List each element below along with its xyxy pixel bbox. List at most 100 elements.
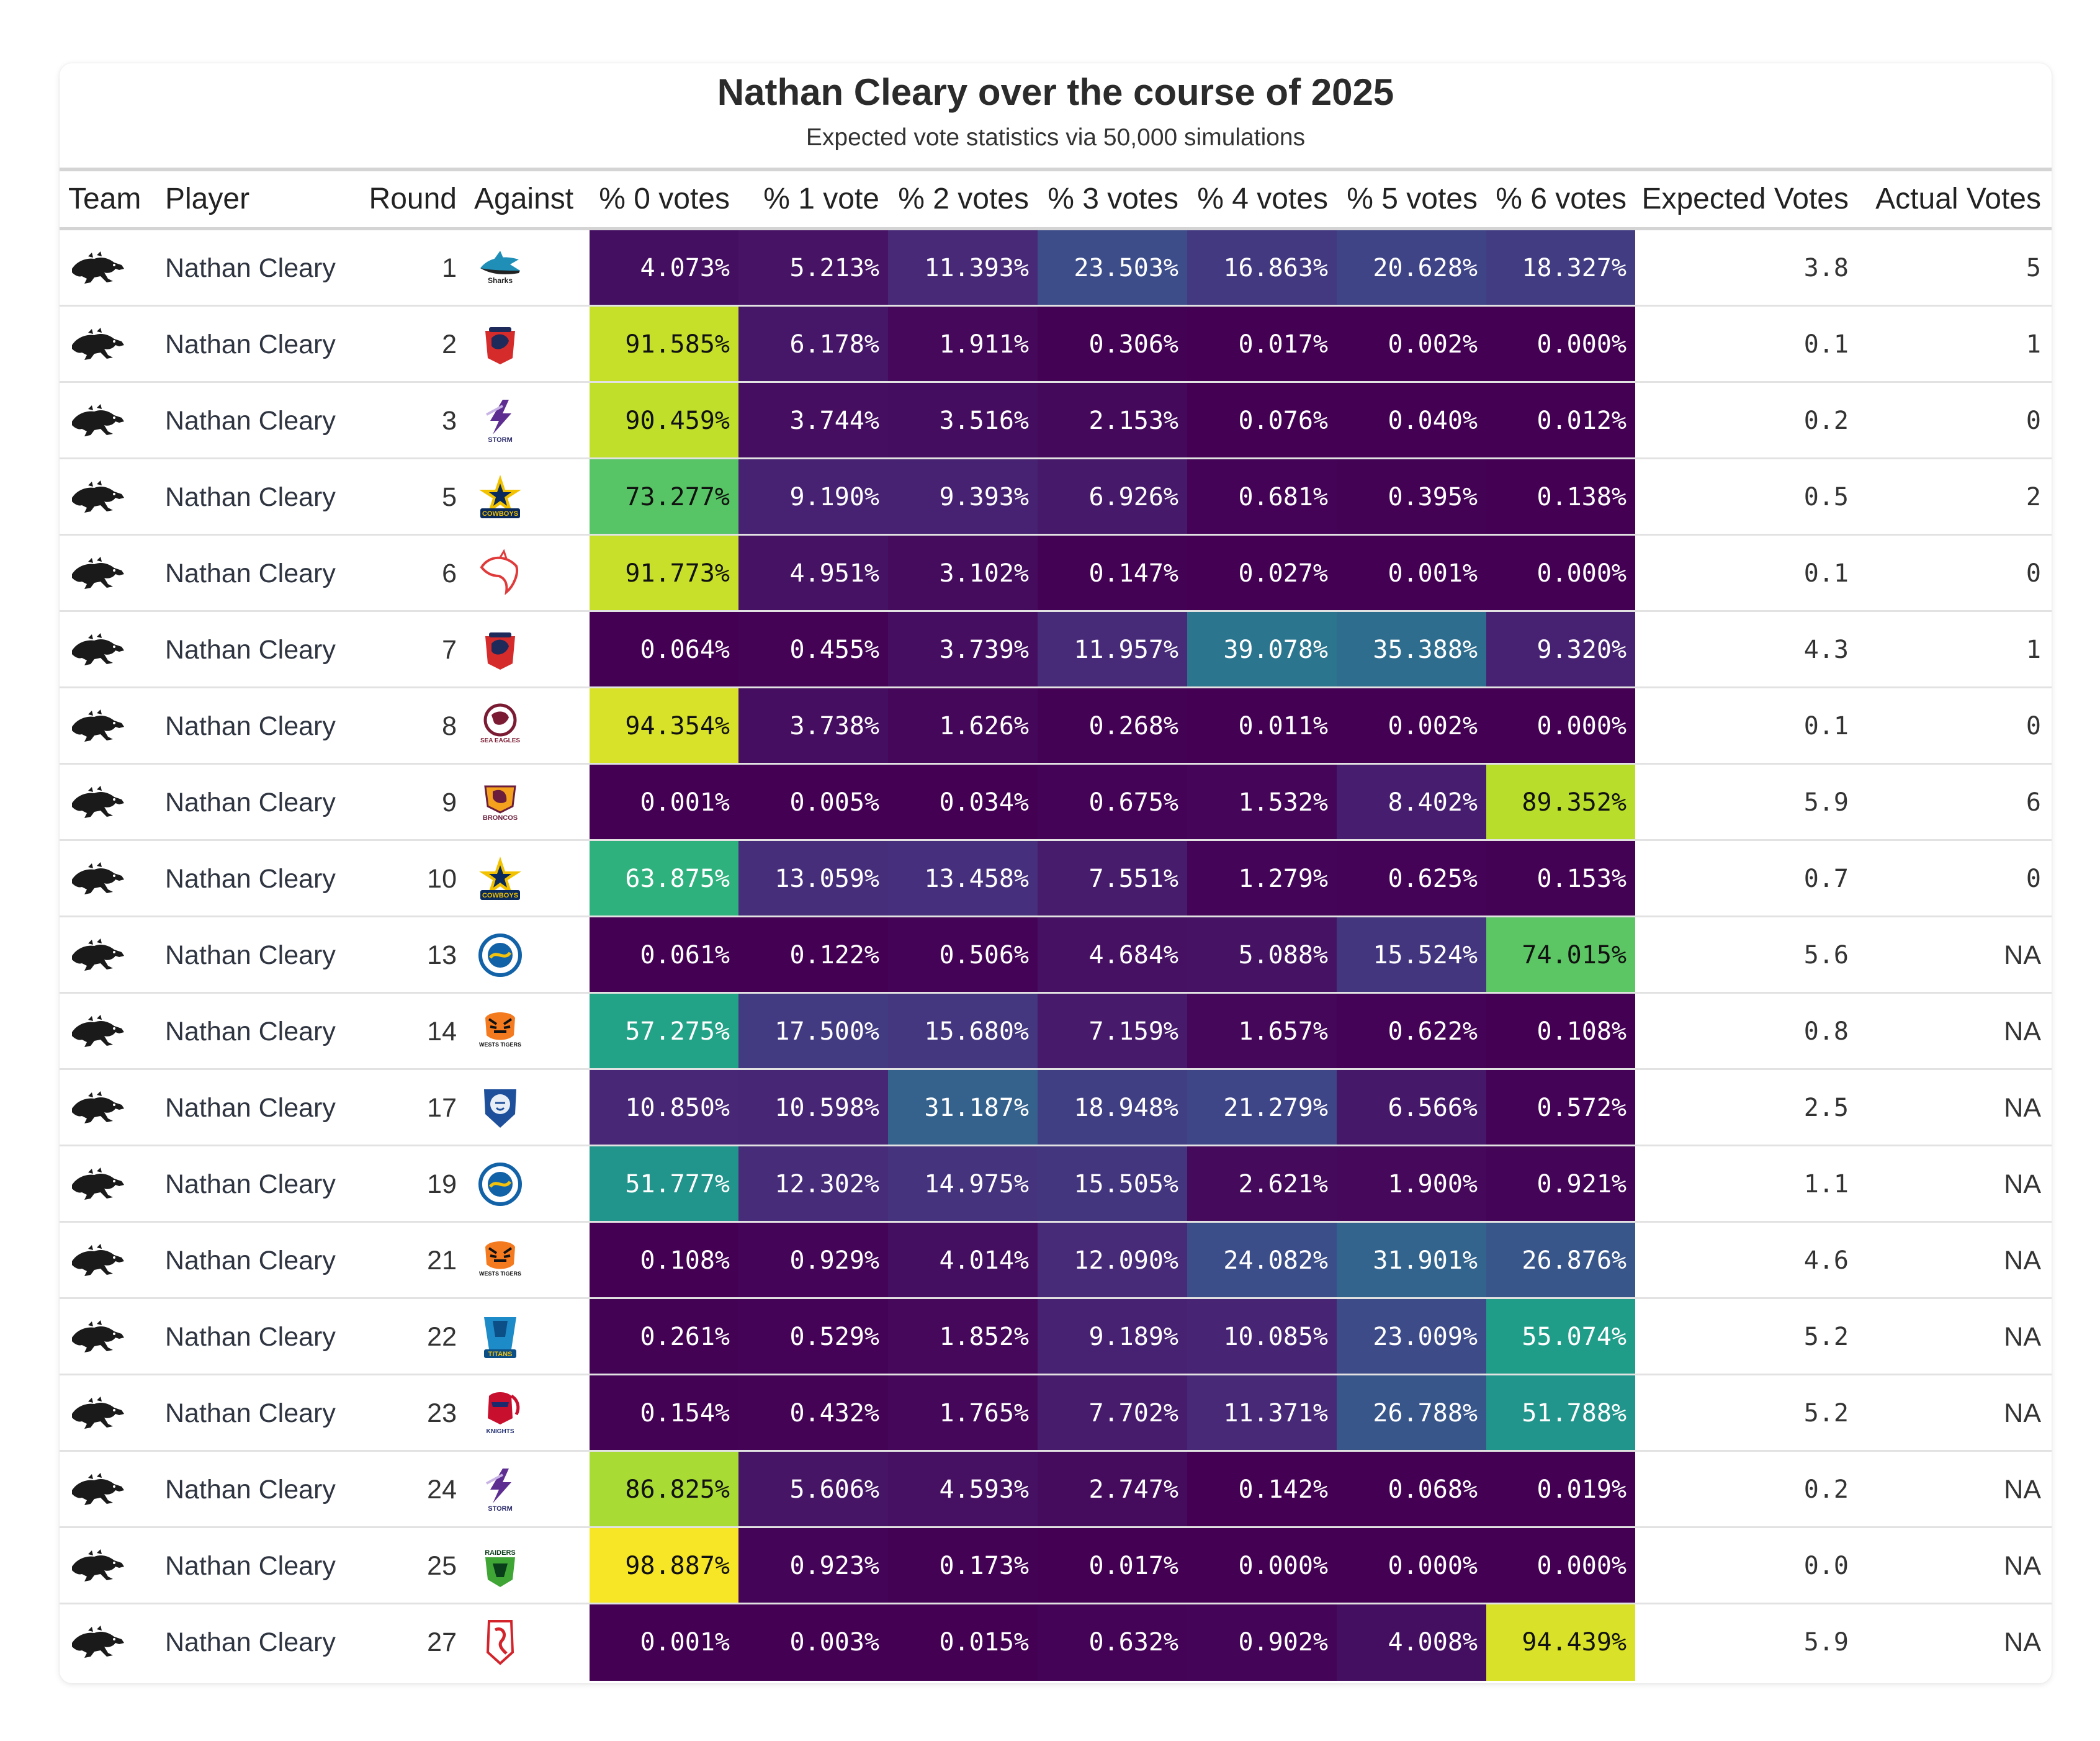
player-name: Nathan Cleary <box>165 1246 336 1275</box>
pct-5-votes-cell: 35.388% <box>1337 612 1486 688</box>
actual-votes: NA <box>2004 1551 2041 1581</box>
eels-logo-icon <box>475 1159 525 1209</box>
pct-3-votes-cell: 7.551% <box>1038 841 1187 917</box>
panther-icon <box>70 479 125 515</box>
pct-2-votes-cell: 14.975% <box>888 1146 1038 1223</box>
round-number: 25 <box>427 1551 457 1581</box>
round-number: 1 <box>442 253 457 283</box>
svg-text:TITANS: TITANS <box>488 1351 513 1358</box>
pct-0-votes-cell: 94.354% <box>590 688 738 765</box>
svg-text:WESTS TIGERS: WESTS TIGERS <box>479 1271 521 1277</box>
pct-4-votes-cell: 2.621% <box>1187 1146 1337 1223</box>
pct-6-votes-cell: 89.352% <box>1486 765 1635 841</box>
pct-5-votes-cell: 1.900% <box>1337 1146 1486 1223</box>
pct-5-votes-cell: 6.566% <box>1337 1070 1486 1146</box>
roosters-logo-icon <box>475 320 525 369</box>
pct-5-votes-cell: 4.008% <box>1337 1604 1486 1681</box>
pct-2-votes-cell: 3.516% <box>888 383 1038 459</box>
pct-0-votes-cell: 0.064% <box>590 612 738 688</box>
pct-2-votes-cell: 4.014% <box>888 1223 1038 1299</box>
panther-icon <box>70 1624 125 1660</box>
panther-icon <box>70 556 125 592</box>
panther-icon <box>70 1319 125 1355</box>
pct-6-votes-cell: 0.000% <box>1486 688 1635 765</box>
table-row: Nathan Cleary 14 WESTS TIGERS 57.275% 17.500… <box>60 994 2052 1070</box>
pct-0-votes-cell: 4.073% <box>590 230 738 307</box>
pct-2-votes-cell: 15.680% <box>888 994 1038 1070</box>
expected-votes: 5.2 <box>1803 1399 1849 1428</box>
pct-3-votes-cell: 0.147% <box>1038 536 1187 612</box>
pct-2-votes-cell: 3.739% <box>888 612 1038 688</box>
header-pct-1: % 1 vote <box>763 182 879 215</box>
panther-icon <box>70 1243 125 1279</box>
pct-2-votes-cell: 3.102% <box>888 536 1038 612</box>
expected-votes: 0.0 <box>1803 1552 1849 1580</box>
expected-votes: 4.6 <box>1803 1246 1849 1275</box>
header-bottom-rule <box>60 227 2052 230</box>
pct-2-votes-cell: 1.852% <box>888 1299 1038 1375</box>
player-name: Nathan Cleary <box>165 1627 336 1657</box>
expected-votes: 1.1 <box>1803 1170 1849 1199</box>
actual-votes: NA <box>2004 1322 2041 1352</box>
pct-6-votes-cell: 26.876% <box>1486 1223 1635 1299</box>
pct-5-votes-cell: 23.009% <box>1337 1299 1486 1375</box>
pct-6-votes-cell: 0.921% <box>1486 1146 1635 1223</box>
pct-1-votes-cell: 0.529% <box>738 1299 888 1375</box>
pct-5-votes-cell: 8.402% <box>1337 765 1486 841</box>
pct-5-votes-cell: 15.524% <box>1337 917 1486 994</box>
pct-0-votes-cell: 0.261% <box>590 1299 738 1375</box>
knights-logo-icon: KNIGHTS <box>475 1388 525 1438</box>
table-row: Nathan Cleary 23 KNIGHTS 0.154% 0.432% 1.765%… <box>60 1375 2052 1452</box>
pct-1-votes-cell: 13.059% <box>738 841 888 917</box>
row-divider <box>60 1603 2052 1604</box>
player-name: Nathan Cleary <box>165 330 336 359</box>
pct-1-votes-cell: 5.213% <box>738 230 888 307</box>
panther-icon <box>70 403 125 439</box>
pct-4-votes-cell: 1.657% <box>1187 994 1337 1070</box>
pct-0-votes-cell: 0.001% <box>590 1604 738 1681</box>
cowboys-logo-icon: COWBOYS <box>475 854 525 904</box>
pct-0-votes-cell: 10.850% <box>590 1070 738 1146</box>
pct-1-votes-cell: 5.606% <box>738 1452 888 1528</box>
actual-votes: 0 <box>2026 865 2041 893</box>
expected-votes: 0.1 <box>1803 330 1849 359</box>
pct-1-votes-cell: 9.190% <box>738 459 888 536</box>
bulldogs-logo-icon <box>475 1083 525 1133</box>
expected-votes: 5.9 <box>1803 1628 1849 1657</box>
pct-3-votes-cell: 0.306% <box>1038 307 1187 383</box>
round-number: 14 <box>427 1017 457 1046</box>
header-expected-votes: Expected Votes <box>1641 182 1849 215</box>
round-number: 24 <box>427 1475 457 1505</box>
pct-5-votes-cell: 0.040% <box>1337 383 1486 459</box>
pct-1-votes-cell: 4.951% <box>738 536 888 612</box>
actual-votes: NA <box>2004 1398 2041 1428</box>
row-divider <box>60 839 2052 841</box>
pct-4-votes-cell: 0.027% <box>1187 536 1337 612</box>
pct-4-votes-cell: 0.902% <box>1187 1604 1337 1681</box>
pct-3-votes-cell: 11.957% <box>1038 612 1187 688</box>
pct-3-votes-cell: 0.632% <box>1038 1604 1187 1681</box>
player-name: Nathan Cleary <box>165 940 336 970</box>
pct-6-votes-cell: 0.108% <box>1486 994 1635 1070</box>
table-row: Nathan Cleary 19 51.777% 12.302% 14.975% 15.5… <box>60 1146 2052 1223</box>
pct-3-votes-cell: 7.702% <box>1038 1375 1187 1452</box>
row-divider <box>60 686 2052 688</box>
panther-icon <box>70 1166 125 1202</box>
stats-card: Nathan Cleary over the course of 2025 Ex… <box>60 63 2052 1683</box>
pct-6-votes-cell: 0.000% <box>1486 1528 1635 1604</box>
pct-5-votes-cell: 0.002% <box>1337 307 1486 383</box>
pct-6-votes-cell: 0.019% <box>1486 1452 1635 1528</box>
table-row: Nathan Cleary 10 COWBOYS 63.875% 13.059% 13.4… <box>60 841 2052 917</box>
pct-4-votes-cell: 39.078% <box>1187 612 1337 688</box>
pct-4-votes-cell: 1.532% <box>1187 765 1337 841</box>
pct-6-votes-cell: 0.000% <box>1486 536 1635 612</box>
panther-icon <box>70 632 125 668</box>
row-divider <box>60 915 2052 917</box>
raiders-logo-icon: RAIDERS <box>475 1541 525 1591</box>
actual-votes: NA <box>2004 1475 2041 1505</box>
svg-text:STORM: STORM <box>488 1505 513 1513</box>
player-name: Nathan Cleary <box>165 1398 336 1428</box>
table-row: Nathan Cleary 5 COWBOYS 73.277% 9.190% 9.393%… <box>60 459 2052 536</box>
pct-4-votes-cell: 21.279% <box>1187 1070 1337 1146</box>
row-divider <box>60 1145 2052 1146</box>
